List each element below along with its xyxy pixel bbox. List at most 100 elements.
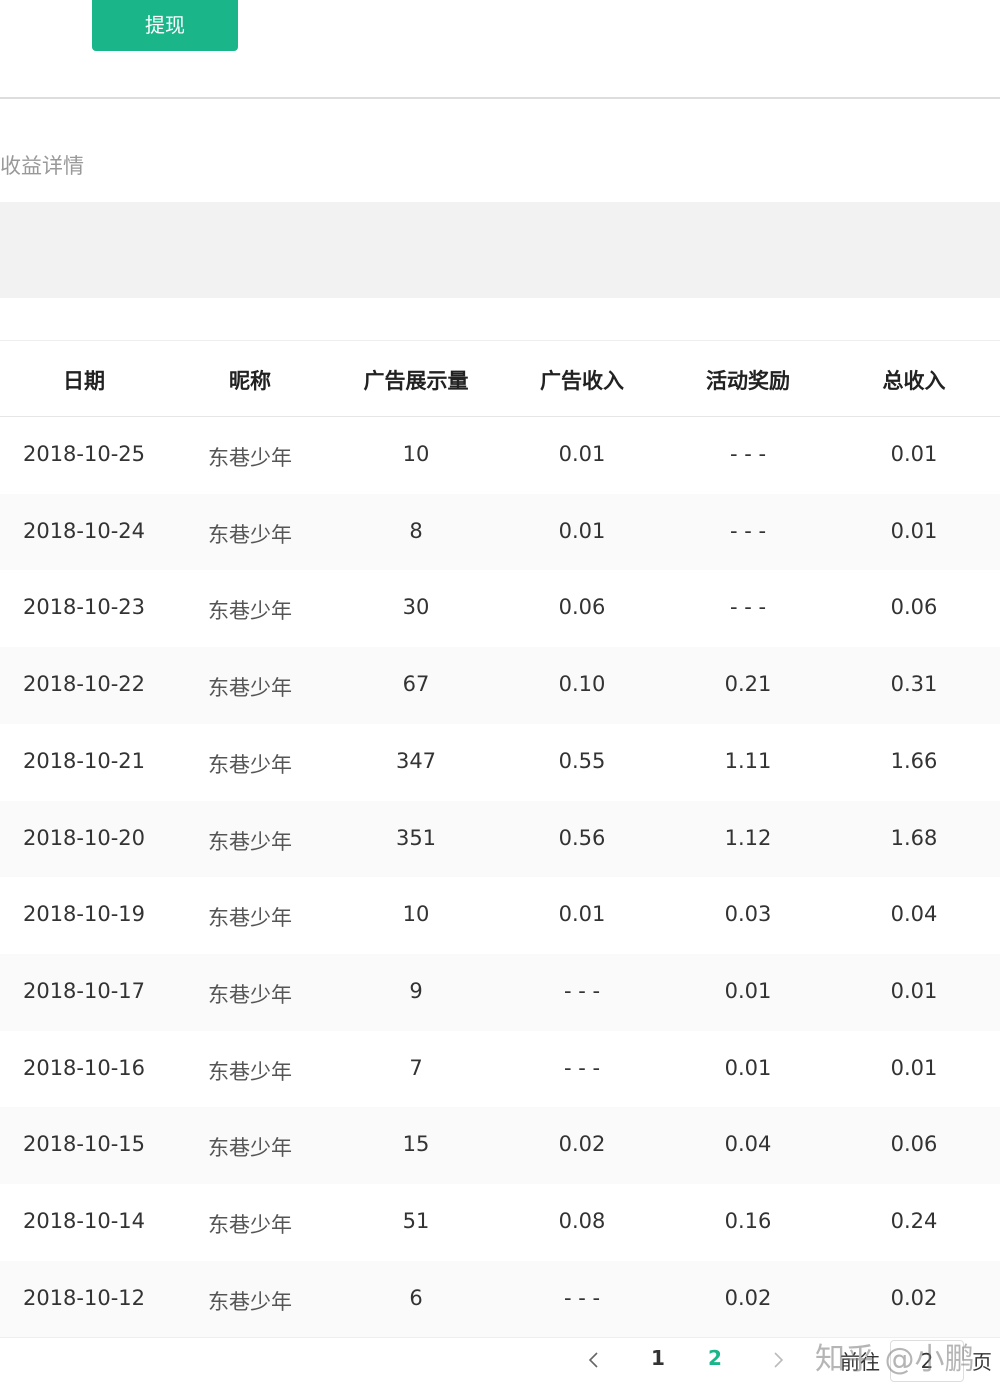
table-row: 2018-10-12 东巷少年 6 - - - 0.02 0.02 — [0, 1260, 1000, 1338]
next-page[interactable] — [770, 1350, 786, 1370]
table-cell: 6 — [409, 1285, 423, 1310]
column-header: 日期 — [63, 369, 105, 393]
column-header: 昵称 — [229, 369, 271, 393]
table-cell: 1.66 — [890, 748, 938, 773]
table-cell: 东巷少年 — [208, 982, 292, 1007]
table-cell: 2018-10-25 — [22, 442, 146, 466]
column-header: 活动奖励 — [706, 369, 790, 393]
column-header: 总收入 — [882, 369, 946, 393]
goto-suffix: 页 — [972, 1350, 992, 1374]
prev-page[interactable] — [586, 1350, 602, 1370]
table-row: 2018-10-25 东巷少年 10 0.01 - - - 0.01 — [0, 417, 1000, 494]
divider — [0, 97, 1000, 99]
table-cell: 51 — [402, 1209, 430, 1233]
table-cell: 1.11 — [724, 748, 772, 773]
table-row: 2018-10-23 东巷少年 30 0.06 - - - 0.06 — [0, 570, 1000, 648]
table-cell: 0.55 — [558, 748, 606, 773]
table-cell: 东巷少年 — [208, 1136, 292, 1161]
table-cell: 东巷少年 — [208, 906, 292, 931]
table-cell: 东巷少年 — [208, 1213, 292, 1237]
table-cell: 2018-10-17 — [22, 978, 146, 1003]
table-cell: 0.01 — [890, 518, 938, 543]
table-cell: 0.01 — [890, 442, 938, 466]
table-row: 2018-10-17 东巷少年 9 - - - 0.01 0.01 — [0, 953, 1000, 1031]
table-cell: 东巷少年 — [208, 752, 292, 777]
table-row: 2018-10-15 东巷少年 15 0.02 0.04 0.06 — [0, 1107, 1000, 1185]
table-cell: 0.56 — [558, 825, 606, 850]
table-cell: 347 — [395, 748, 437, 773]
table-cell: 351 — [395, 825, 437, 850]
table-cell: 2018-10-20 — [22, 825, 146, 850]
withdraw-button[interactable]: 提现 — [92, 0, 238, 51]
table-cell: 2018-10-12 — [22, 1285, 146, 1310]
table-cell: - - - — [563, 1285, 601, 1310]
table-cell: 东巷少年 — [208, 599, 292, 624]
table-cell: 0.31 — [890, 672, 938, 697]
table-cell: 0.01 — [558, 442, 606, 466]
table-cell: 0.02 — [724, 1285, 772, 1310]
table-cell: 7 — [409, 1055, 423, 1080]
table-cell: - - - — [563, 978, 601, 1003]
table-cell: 2018-10-23 — [22, 595, 146, 620]
table-cell: 东巷少年 — [208, 1289, 292, 1314]
filter-bar: 2018-10-11 2018-11-11 — [0, 202, 1000, 485]
table-cell: - - - — [729, 518, 767, 543]
goto-input[interactable]: 2 — [890, 1340, 964, 1382]
table-row: 2018-10-22 东巷少年 67 0.10 0.21 0.31 — [0, 647, 1000, 725]
table-cell: 东巷少年 — [208, 829, 292, 854]
table-cell: 0.02 — [890, 1285, 938, 1310]
table-cell: 0.08 — [558, 1209, 606, 1233]
table-cell: 0.06 — [558, 595, 606, 620]
table-cell: - - - — [563, 1055, 601, 1080]
table-cell: 0.24 — [890, 1209, 938, 1233]
table-cell: 9 — [409, 978, 423, 1003]
table-cell: 东巷少年 — [208, 1059, 292, 1084]
table-cell: 15 — [402, 1132, 430, 1157]
table-cell: 0.04 — [890, 902, 938, 927]
table-cell: 东巷少年 — [208, 676, 292, 701]
table-cell: 0.01 — [558, 902, 606, 927]
table-cell: 2018-10-19 — [22, 902, 146, 927]
table-cell: 1.68 — [890, 825, 938, 850]
table-cell: 10 — [402, 442, 430, 466]
table-cell: 10 — [402, 902, 430, 927]
table-cell: 8 — [409, 518, 423, 543]
table-row: 2018-10-20 东巷少年 351 0.56 1.12 1.68 — [0, 800, 1000, 878]
table-row: 2018-10-24 东巷少年 8 0.01 - - - 0.01 — [0, 493, 1000, 571]
table-row: 2018-10-14 东巷少年 51 0.08 0.16 0.24 — [0, 1184, 1000, 1261]
table-cell: 2018-10-22 — [22, 672, 146, 697]
table-cell: 0.06 — [890, 1132, 938, 1157]
table-cell: 0.01 — [558, 518, 606, 543]
table-cell: 0.01 — [724, 978, 772, 1003]
page-number[interactable]: 1 — [651, 1346, 665, 1370]
table-cell: 东巷少年 — [208, 446, 292, 470]
table-cell: 2018-10-21 — [22, 748, 146, 773]
table-bottom-border — [0, 1337, 1000, 1338]
table-cell: 0.21 — [724, 672, 772, 697]
table-row: 2018-10-21 东巷少年 347 0.55 1.11 1.66 — [0, 723, 1000, 801]
table-cell: 0.01 — [890, 978, 938, 1003]
column-header: 广告展示量 — [363, 369, 469, 393]
page-number-active[interactable]: 2 — [708, 1346, 722, 1370]
table-cell: 0.02 — [558, 1132, 606, 1157]
table-cell: 1.12 — [724, 825, 772, 850]
table-header: 日期 昵称 广告展示量 广告收入 活动奖励 总收入 — [0, 340, 1000, 417]
table-cell: 0.01 — [890, 1055, 938, 1080]
table-cell: 30 — [402, 595, 430, 620]
goto-label: 前往 — [840, 1350, 880, 1374]
table-cell: 2018-10-15 — [22, 1132, 146, 1157]
table-cell: - - - — [729, 595, 767, 620]
table-cell: 2018-10-24 — [22, 518, 146, 543]
table-cell: 0.01 — [724, 1055, 772, 1080]
table-cell: - - - — [729, 442, 767, 466]
table-row: 2018-10-19 东巷少年 10 0.01 0.03 0.04 — [0, 877, 1000, 955]
table-cell: 0.10 — [558, 672, 606, 697]
table-cell: 0.06 — [890, 595, 938, 620]
watermark: 知乎 @小鹏 — [815, 1342, 975, 1377]
table-cell: 0.16 — [724, 1209, 772, 1233]
table-row: 2018-10-16 东巷少年 7 - - - 0.01 0.01 — [0, 1030, 1000, 1108]
table-cell: 2018-10-14 — [22, 1209, 146, 1233]
column-header: 广告收入 — [540, 369, 624, 393]
table-cell: 0.03 — [724, 902, 772, 927]
